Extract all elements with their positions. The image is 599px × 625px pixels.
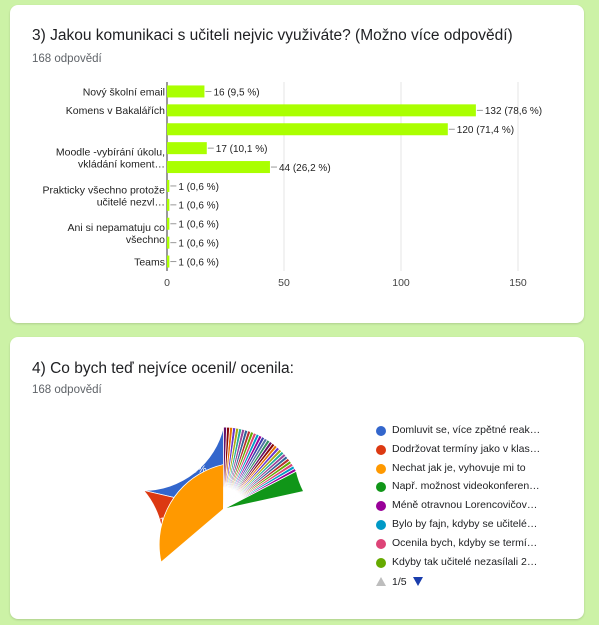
bar [167, 161, 270, 174]
legend-label: Nechat jak je, vyhovuje mi to [392, 461, 526, 474]
bar [167, 217, 170, 230]
legend-color-dot [376, 501, 386, 512]
category-label: vkládání koment… [78, 159, 165, 171]
data-label: 16 (9,5 %) [213, 87, 259, 98]
x-tick-label: 100 [392, 277, 410, 289]
question-3-response-count: 168 odpovědí [32, 53, 102, 65]
legend-label: Např. možnost videokonferen… [392, 480, 540, 493]
x-tick-label: 0 [164, 277, 170, 289]
bar [167, 104, 476, 117]
bar [167, 142, 207, 155]
x-tick-label: 150 [509, 277, 527, 289]
x-tick-label: 50 [278, 277, 290, 289]
data-label: 1 (0,6 %) [178, 182, 219, 193]
legend-label: Méně otravnou Lorencovičov… [392, 499, 538, 512]
legend-label: Kdyby tak učitelé nezasílali 2… [392, 555, 538, 568]
data-label: 1 (0,6 %) [178, 220, 219, 231]
category-label: Ani si nepamatuju co [68, 222, 166, 234]
bar [167, 198, 170, 211]
category-label: Nový školní email [83, 86, 165, 98]
legend-color-dot [376, 557, 386, 568]
question-4-card: 4) Co bych teď nejvíce ocenil/ ocenila: … [10, 337, 584, 619]
legend-label: Bylo by fajn, kdyby se učitelé… [392, 518, 538, 530]
legend-color-dot [376, 444, 386, 455]
legend-item: Dodržovat termíny jako v klas… [376, 442, 576, 458]
legend-page-number: 1/5 [392, 576, 407, 588]
legend-item: Kdyby tak učitelé nezasílali 2… [376, 555, 576, 571]
legend-item: Domluvit se, více zpětné reak… [376, 423, 576, 439]
legend-item: Ocenila bych, kdyby se termí… [376, 536, 576, 552]
bar [167, 255, 170, 268]
legend-label: Ocenila bych, kdyby se termí… [392, 536, 538, 549]
bar-chart: 0 50 100 150 16 (9,5 %) Nový školní email 132 … [42, 82, 542, 289]
data-label: 17 (10,1 %) [216, 144, 268, 155]
category-label: učitelé nezvl… [97, 196, 165, 208]
legend-color-dot [376, 482, 386, 493]
data-label: 120 (71,4 %) [457, 125, 514, 136]
pie-chart: 21,4%14,9%42,3% [142, 426, 305, 564]
legend-color-dot [376, 538, 386, 549]
question-3-title: 3) Jakou komunikaci s učiteli nejvic vyu… [32, 27, 513, 44]
pie-slice-label: 42,3% [231, 549, 261, 561]
legend-label: Domluvit se, více zpětné reak… [392, 424, 541, 436]
data-label: 44 (26,2 %) [279, 163, 331, 174]
category-label: Prakticky všechno protože [42, 184, 165, 196]
data-label: 1 (0,6 %) [178, 201, 219, 212]
bar [167, 85, 205, 98]
bar [167, 179, 170, 192]
bar [167, 236, 170, 249]
question-3-card: 3) Jakou komunikaci s učiteli nejvic vyu… [10, 5, 584, 323]
category-label: všechno [126, 234, 165, 246]
legend-item: Nechat jak je, vyhovuje mi to [376, 461, 576, 477]
data-label: 1 (0,6 %) [178, 238, 219, 249]
question-4-title: 4) Co bych teď nejvíce ocenil/ ocenila: [32, 360, 294, 377]
data-label: 1 (0,6 %) [178, 257, 219, 268]
legend-label: Dodržovat termíny jako v klas… [392, 442, 541, 455]
pie-slice [223, 426, 227, 510]
legend-item: Méně otravnou Lorencovičov… [376, 498, 576, 514]
legend-item: Bylo by fajn, kdyby se učitelé… [376, 517, 576, 533]
legend-item: Např. možnost videokonferen… [376, 479, 576, 495]
legend-prev-page-icon[interactable] [376, 577, 386, 586]
data-label: 132 (78,6 %) [485, 106, 542, 117]
bar [167, 123, 448, 136]
question-4-response-count: 168 odpovědí [32, 384, 102, 396]
legend-color-dot [376, 463, 386, 474]
pie-slice-label: 21,4% [177, 464, 207, 476]
category-label: Komens v Bakalářích [66, 105, 165, 117]
legend-color-dot [376, 426, 386, 436]
legend-color-dot [376, 520, 386, 530]
legend-next-page-icon[interactable] [413, 577, 423, 586]
category-label: Moodle -vybírání úkolu, [56, 147, 165, 159]
category-label: Teams [134, 256, 165, 268]
